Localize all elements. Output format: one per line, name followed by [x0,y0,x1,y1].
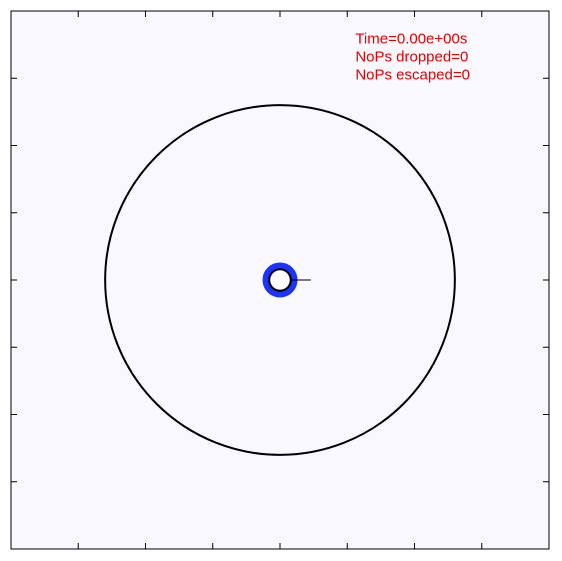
dropped-count-readout: NoPs dropped=0 [355,48,468,65]
plot-frame [10,10,550,550]
outer-boundary-circle [104,104,456,456]
escaped-count-readout: NoPs escaped=0 [355,66,470,83]
inner-body-circle [268,268,292,292]
time-readout: Time=0.00e+00s [355,30,467,47]
status-readout: Time=0.00e+00s NoPs dropped=0 NoPs escap… [355,30,470,83]
